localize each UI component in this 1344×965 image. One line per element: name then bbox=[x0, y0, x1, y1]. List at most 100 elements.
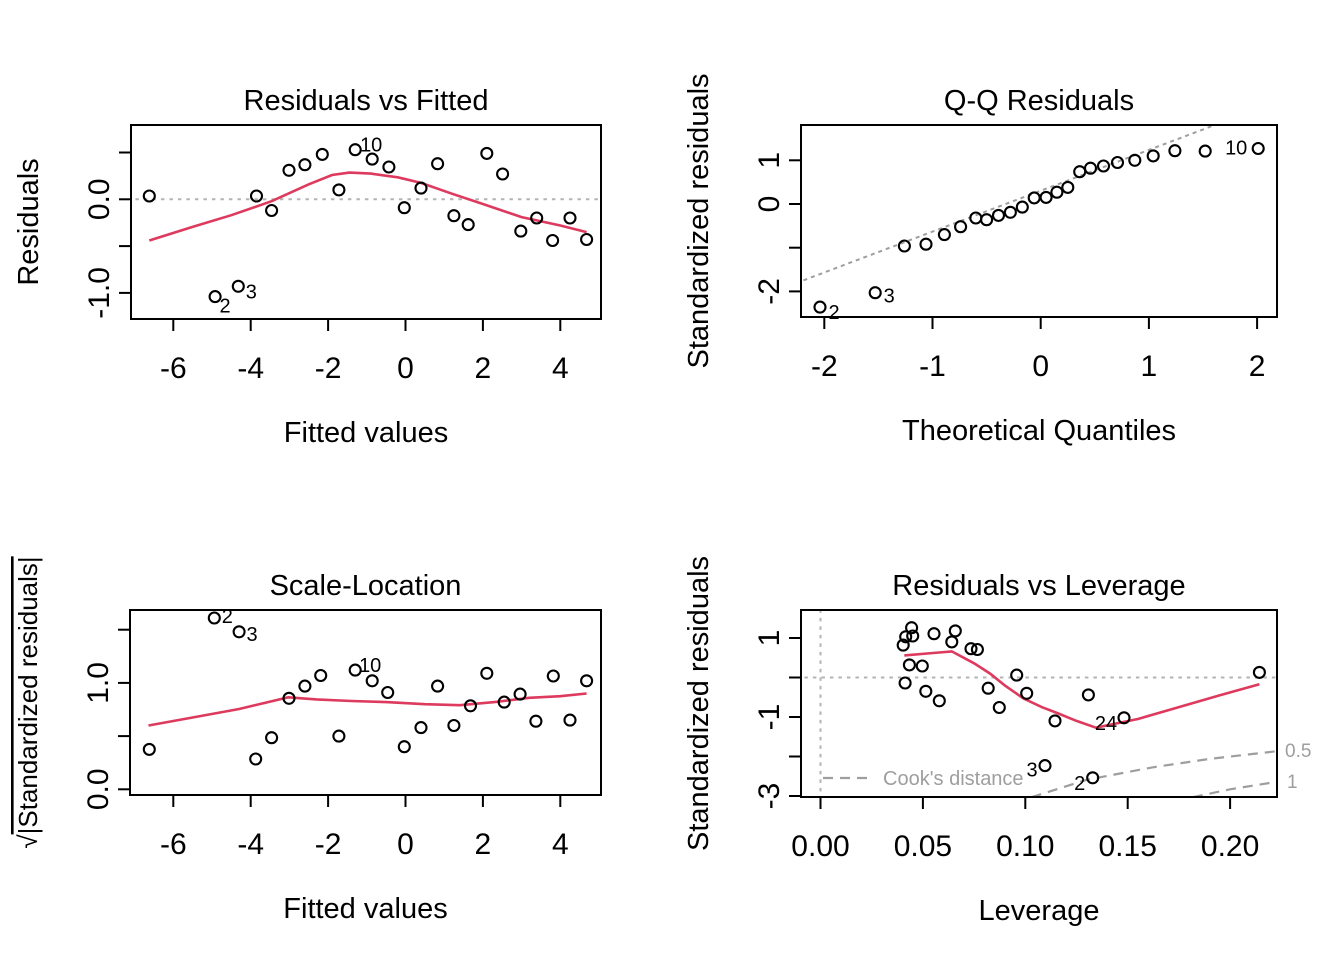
data-point bbox=[1252, 665, 1266, 679]
data-point bbox=[970, 642, 984, 657]
data-point bbox=[1083, 161, 1098, 175]
data-point bbox=[249, 189, 264, 203]
panel-title: Residuals vs Fitted bbox=[244, 85, 489, 117]
data-point bbox=[208, 290, 222, 304]
data-point bbox=[580, 674, 594, 688]
x-axis-title: Fitted values bbox=[284, 417, 448, 449]
y-tick-label: 0.0 bbox=[82, 768, 115, 810]
data-point bbox=[480, 666, 494, 680]
data-point bbox=[1038, 759, 1052, 773]
data-point bbox=[1081, 688, 1095, 702]
x-axis: -6 -4 -2 0 2 4 bbox=[160, 795, 569, 861]
data-point bbox=[265, 731, 279, 745]
data-point bbox=[231, 279, 245, 293]
y-tick-label: 0.0 bbox=[83, 178, 116, 220]
data-point bbox=[348, 663, 362, 677]
data-point bbox=[1048, 714, 1062, 728]
x-tick-label: -1 bbox=[919, 350, 946, 383]
x-tick-label: -6 bbox=[160, 352, 187, 385]
y-axis: 1 -1 -3 bbox=[753, 630, 801, 809]
data-point bbox=[232, 625, 246, 639]
data-point bbox=[282, 691, 296, 705]
panel-qq-residuals: 2 3 10 -2 -1 0 1 2 1 0 -2 Q-Q Residuals Theoretical … bbox=[672, 0, 1344, 480]
x-axis-title: Fitted values bbox=[283, 893, 447, 925]
x-axis-title: Leverage bbox=[979, 895, 1100, 927]
data-point bbox=[1168, 144, 1182, 158]
data-point bbox=[932, 694, 946, 708]
data-point bbox=[899, 630, 913, 644]
data-point bbox=[919, 237, 933, 251]
x-tick-label: -6 bbox=[160, 828, 187, 861]
data-point bbox=[563, 713, 577, 727]
point-label: 3 bbox=[246, 281, 257, 303]
data-point bbox=[906, 629, 920, 643]
data-point bbox=[365, 152, 379, 166]
data-point bbox=[1050, 185, 1064, 199]
data-point bbox=[813, 300, 827, 314]
data-point bbox=[1110, 155, 1125, 170]
smooth-line bbox=[904, 650, 1260, 730]
data-point bbox=[480, 146, 494, 160]
y-axis-title: Standardized residuals bbox=[683, 556, 715, 851]
data-point bbox=[1117, 711, 1131, 725]
cooks-contour-05 bbox=[1031, 750, 1277, 797]
x-tick-label: -4 bbox=[237, 828, 264, 861]
y-axis: 0.0 -1.0 bbox=[83, 151, 131, 319]
x-tick-label: 2 bbox=[475, 352, 492, 385]
data-point bbox=[1039, 190, 1053, 204]
panel-title: Q-Q Residuals bbox=[944, 85, 1134, 117]
points-layer: 24 2 3 bbox=[896, 621, 1266, 795]
data-point bbox=[915, 659, 929, 673]
y-tick-label: 1 bbox=[753, 152, 786, 169]
data-point bbox=[546, 669, 560, 683]
point-label: 2 bbox=[220, 296, 231, 318]
data-point bbox=[1020, 686, 1034, 700]
x-tick-label: 2 bbox=[475, 828, 492, 861]
points-layer: 23 10 bbox=[142, 606, 594, 766]
cooks-distance-label: Cook's distance bbox=[883, 768, 1024, 790]
data-point bbox=[937, 228, 951, 242]
data-point bbox=[332, 729, 346, 743]
data-point bbox=[1073, 165, 1087, 179]
smooth-line bbox=[148, 692, 587, 727]
data-point bbox=[981, 681, 995, 695]
data-point bbox=[896, 638, 910, 652]
data-point bbox=[1251, 141, 1265, 156]
data-point bbox=[969, 211, 983, 225]
point-label: 10 bbox=[360, 135, 382, 157]
data-point bbox=[382, 160, 396, 174]
data-point bbox=[897, 239, 911, 253]
x-tick-label: 0 bbox=[397, 352, 414, 385]
contour-label-1: 1 bbox=[1287, 772, 1298, 793]
x-axis: 0.00 0.05 0.10 0.15 0.20 bbox=[791, 797, 1259, 863]
data-point bbox=[1086, 771, 1100, 785]
x-tick-label: -4 bbox=[237, 352, 264, 385]
data-point bbox=[463, 699, 478, 713]
data-point bbox=[980, 213, 994, 227]
data-point bbox=[919, 684, 933, 698]
data-point bbox=[397, 740, 411, 754]
y-axis: 1.0 0.0 bbox=[82, 628, 130, 810]
data-point bbox=[530, 211, 544, 225]
x-tick-label: 4 bbox=[552, 352, 569, 385]
data-point bbox=[580, 232, 594, 247]
data-point bbox=[496, 167, 510, 181]
data-point bbox=[902, 658, 916, 672]
y-tick-label: 1 bbox=[753, 630, 786, 647]
x-tick-label: 4 bbox=[552, 828, 569, 861]
x-tick-label: 0 bbox=[1032, 350, 1049, 383]
cooks-contour-1 bbox=[1192, 780, 1277, 797]
panel-title: Residuals vs Leverage bbox=[892, 570, 1185, 602]
point-label: 3 bbox=[884, 286, 895, 308]
lines-layer bbox=[801, 610, 1277, 797]
point-label: 2 bbox=[828, 302, 839, 324]
points-layer: 23 10 bbox=[142, 135, 594, 318]
data-point bbox=[142, 189, 156, 203]
plot-box bbox=[800, 124, 1278, 318]
contour-label-05: 0.5 bbox=[1285, 741, 1311, 762]
